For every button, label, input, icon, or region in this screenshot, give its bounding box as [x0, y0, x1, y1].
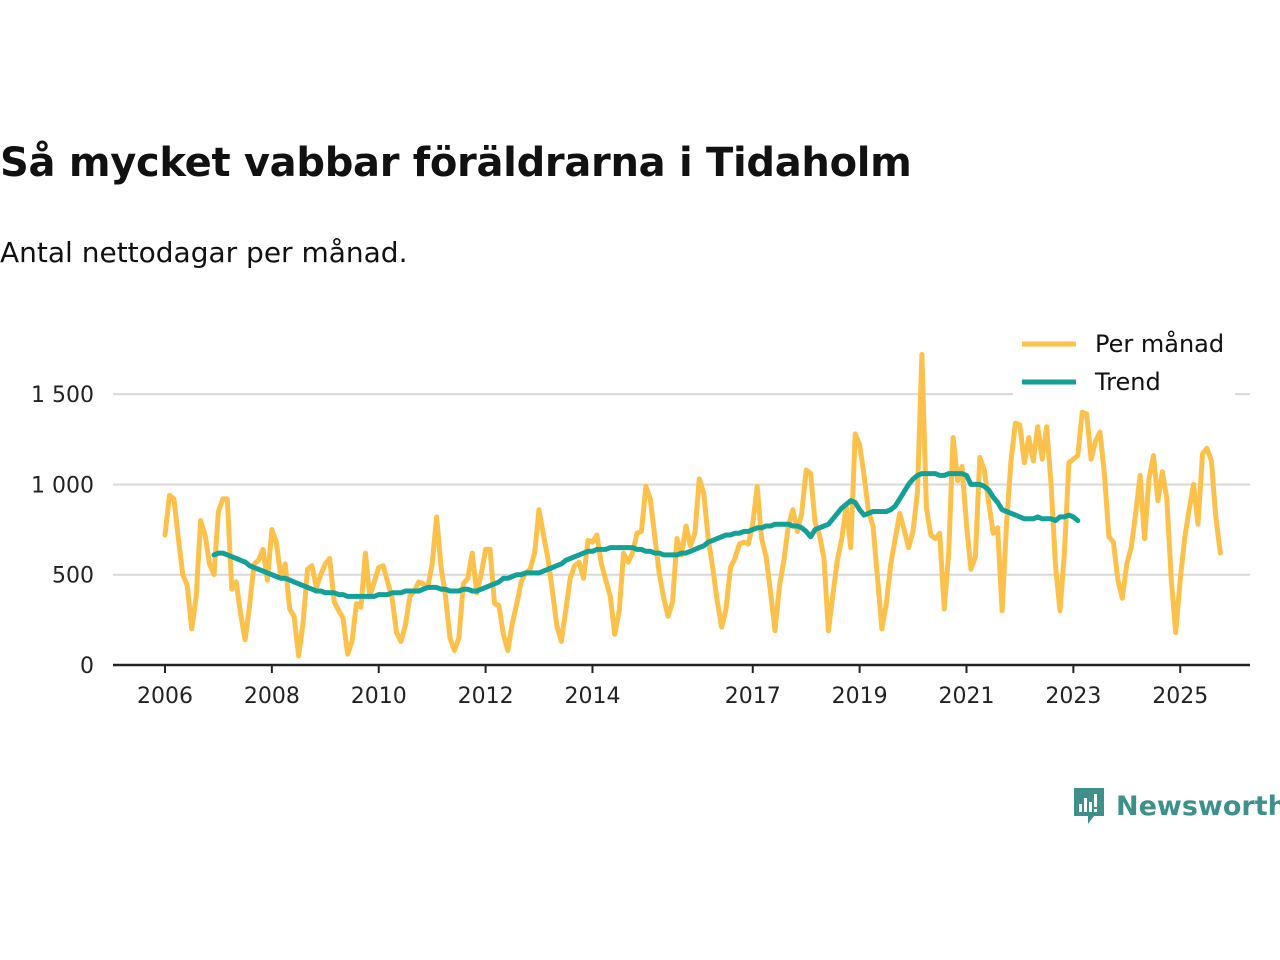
legend-label-trend: Trend	[1094, 368, 1161, 396]
x-tick-label: 2010	[351, 684, 407, 709]
series-line-trend	[211, 471, 1081, 599]
x-tick-label: 2017	[725, 684, 781, 709]
series-line-per-manad	[162, 351, 1223, 659]
x-tick-label: 2019	[832, 684, 888, 709]
x-tick-label: 2023	[1045, 684, 1101, 709]
x-tick-label: 2008	[244, 684, 300, 709]
series-lines	[162, 351, 1223, 659]
y-tick-label: 1 500	[31, 383, 94, 408]
y-tick-label: 0	[80, 654, 94, 679]
legend-label-per-manad: Per månad	[1095, 329, 1224, 358]
y-axis-labels: 0 500 1 000 1 500	[31, 383, 94, 679]
x-tick-label: 2021	[938, 684, 994, 709]
y-tick-label: 1 000	[31, 473, 94, 498]
chart-title: Så mycket vabbar föräldrarna i Tidaholm	[0, 140, 912, 186]
newsworthy-logo-icon	[1074, 788, 1104, 824]
x-tick-label: 2012	[458, 684, 514, 709]
legend: Per månad Trend	[1013, 326, 1235, 396]
x-tick-label: 2025	[1152, 684, 1208, 709]
brand-logo: Newsworthy	[1072, 786, 1280, 826]
brand-name: Newsworthy	[1116, 790, 1280, 822]
x-axis-ticks: 2006 2008 2010 2012 2014 2017 2019 2021 2023 2025	[137, 665, 1208, 709]
x-tick-label: 2014	[564, 684, 620, 709]
x-tick-label: 2006	[137, 684, 193, 709]
y-tick-label: 500	[52, 564, 94, 589]
chart-subtitle: Antal nettodagar per månad.	[0, 236, 408, 269]
